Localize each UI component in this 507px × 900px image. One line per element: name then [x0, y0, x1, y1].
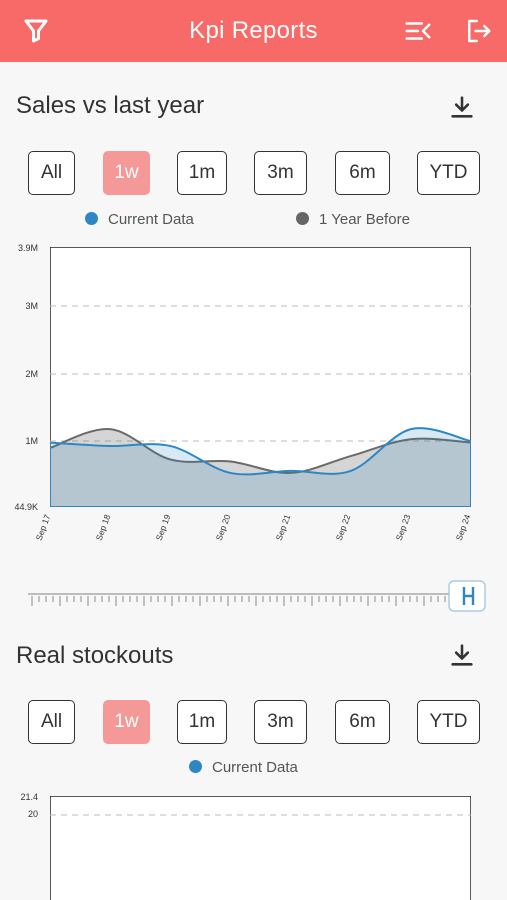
filter-icon[interactable] — [21, 16, 51, 46]
x-tick-label: Sep 23 — [393, 513, 413, 542]
app-bar: Kpi Reports — [0, 0, 507, 62]
filter-all-button[interactable]: All — [28, 700, 75, 744]
series-current-data-area — [50, 427, 471, 507]
legend-current-data[interactable]: Current Data — [85, 211, 194, 228]
legend-dot — [296, 212, 309, 225]
filter-all-button[interactable]: All — [28, 151, 75, 195]
filter-1w-button[interactable]: 1w — [103, 700, 150, 744]
x-tick-label: Sep 20 — [213, 513, 233, 542]
legend-label: Current Data — [108, 211, 194, 228]
page-title: Kpi Reports — [189, 17, 318, 44]
filter-ytd-button[interactable]: YTD — [417, 700, 480, 744]
y-tick-label: 44.9K — [14, 502, 38, 512]
slider-handle-grip-icon — [462, 587, 475, 605]
filter-ytd-button[interactable]: YTD — [417, 151, 480, 195]
sales-chart[interactable] — [50, 247, 471, 507]
menu-collapse-icon[interactable] — [403, 16, 433, 46]
slider-ticks — [31, 596, 446, 606]
stockouts-section-title: Real stockouts — [16, 642, 174, 669]
range-slider[interactable] — [28, 580, 507, 614]
legend-label: Current Data — [212, 759, 298, 776]
legend-dot — [189, 760, 202, 773]
x-tick-label: Sep 21 — [273, 513, 293, 542]
y-tick-label: 2M — [25, 369, 38, 379]
legend-dot — [85, 212, 98, 225]
legend-current-data[interactable]: Current Data — [189, 759, 298, 776]
y-tick-label: 21.4 — [20, 792, 38, 802]
plot-area — [50, 247, 471, 507]
filter-1m-button[interactable]: 1m — [177, 700, 227, 744]
x-tick-label: Sep 22 — [333, 513, 353, 542]
download-icon[interactable] — [448, 93, 476, 121]
stockouts-chart[interactable] — [50, 796, 471, 900]
logout-icon[interactable] — [463, 16, 493, 46]
filter-1w-button[interactable]: 1w — [103, 151, 150, 195]
filter-6m-button[interactable]: 6m — [335, 151, 390, 195]
x-tick-label: Sep 19 — [153, 513, 173, 542]
legend-1-year-before[interactable]: 1 Year Before — [296, 211, 410, 228]
filter-1m-button[interactable]: 1m — [177, 151, 227, 195]
y-tick-label: 20 — [27, 809, 38, 819]
y-tick-label: 3.9M — [17, 243, 38, 253]
y-tick-label: 3M — [25, 301, 38, 311]
download-icon[interactable] — [448, 641, 476, 669]
x-tick-label: Sep 17 — [33, 513, 53, 542]
filter-3m-button[interactable]: 3m — [254, 151, 307, 195]
sales-section-title: Sales vs last year — [16, 92, 205, 119]
y-tick-label: 1M — [25, 436, 38, 446]
legend-label: 1 Year Before — [319, 211, 410, 228]
x-tick-label: Sep 18 — [93, 513, 113, 542]
x-tick-label: Sep 24 — [453, 513, 473, 542]
filter-6m-button[interactable]: 6m — [335, 700, 390, 744]
series-1-year-before-area — [50, 428, 471, 507]
plot-area — [50, 796, 471, 900]
filter-3m-button[interactable]: 3m — [254, 700, 307, 744]
